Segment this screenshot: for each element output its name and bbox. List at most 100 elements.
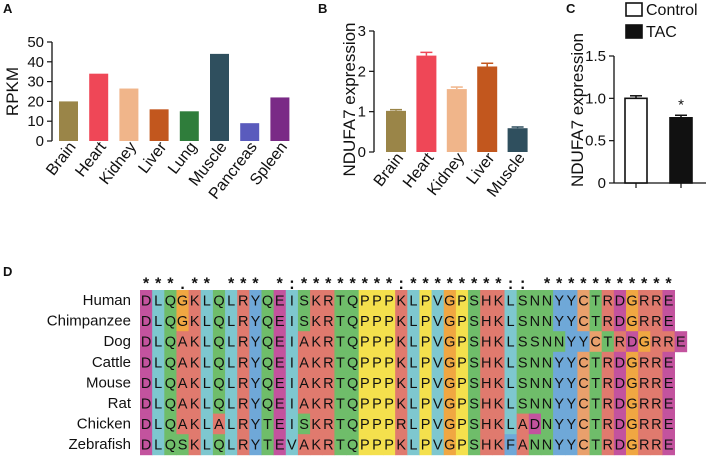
residue-cell [650,413,663,435]
residue-letter: G [626,314,637,330]
residue-cell [431,393,445,414]
residue-letter: S [518,294,528,310]
residue-cell [334,331,347,353]
conservation-symbol: * [202,276,212,294]
bar-c [669,117,693,184]
residue-letter: K [311,376,321,392]
residue-letter: G [444,397,455,413]
conservation-symbol: * [324,276,334,294]
bar-a [210,53,229,141]
residue-cell [225,351,238,373]
residue-cell [638,310,651,332]
residue-letter: R [639,397,649,413]
residue-letter: D [615,355,625,371]
residue-cell [285,434,299,456]
residue-letter: G [626,438,637,454]
residue-letter: N [530,438,540,454]
residue-cell [297,310,311,332]
residue-cell [261,413,275,435]
residue-cell [638,351,651,373]
sequence-alignment: * * *. * * * * * *: * * * * * * * *: * * * * * * * *:: * * * * * * * * * *… [47,276,688,456]
residue-letter: N [530,294,540,310]
residue-cell [383,351,396,373]
residue-cell [322,434,335,456]
residue-letter: H [481,335,491,351]
residue-cell [334,290,347,311]
residue-letter: H [481,417,491,433]
residue-letter: I [290,294,294,310]
residue-cell [152,434,165,456]
residue-cell [553,290,566,311]
residue-cell [140,310,153,332]
residue-letter: H [481,438,491,454]
residue-letter: D [615,314,625,330]
residue-letter: R [238,335,248,351]
residue-cell [358,310,372,332]
residue-cell [358,372,372,394]
residue-letter: L [154,355,162,371]
legend-label-c: TAC [646,24,677,41]
residue-letter: E [275,335,285,351]
residue-cell [504,393,518,414]
residue-cell [589,310,603,332]
residue-cell [285,413,299,435]
residue-letter: G [444,438,455,454]
residue-cell [225,413,238,435]
residue-letter: P [360,314,370,330]
residue-letter: A [299,376,309,392]
conservation-symbol: * [457,276,467,294]
residue-cell [662,310,675,332]
conservation-symbol: * [627,276,637,294]
conservation-symbol: * [226,276,236,294]
residue-cell [249,413,262,435]
residue-cell [419,290,432,311]
residue-cell [577,290,590,311]
residue-letter: P [384,335,394,351]
residue-letter: P [372,376,382,392]
residue-letter: L [203,376,211,392]
residue-cell [346,290,360,311]
residue-letter: P [384,417,394,433]
residue-letter: P [360,294,370,310]
residue-letter: K [494,314,504,330]
residue-cell [225,434,238,456]
residue-cell [626,290,639,311]
residue-letter: K [190,417,200,433]
residue-letter: R [639,355,649,371]
residue-cell [152,290,165,311]
residue-cell [577,310,590,332]
residue-letter: E [275,438,285,454]
residue-letter: D [141,294,151,310]
residue-letter: A [214,417,224,433]
residue-letter: Y [251,417,261,433]
residue-letter: Q [262,355,273,371]
residue-letter: P [457,294,467,310]
residue-cell [468,331,481,353]
residue-letter: L [154,294,162,310]
residue-cell [395,393,408,414]
residue-cell [650,310,663,332]
residue-letter: R [603,397,613,413]
residue-letter: A [299,397,309,413]
bar-a [270,97,290,141]
residue-letter: P [360,417,370,433]
residue-cell [516,372,530,394]
residue-letter: Y [251,314,261,330]
residue-cell [638,290,651,311]
residue-letter: L [203,355,211,371]
residue-cell [443,351,457,373]
residue-letter: P [421,438,431,454]
residue-cell [164,310,177,332]
residue-letter: K [396,355,406,371]
residue-cell [540,310,554,332]
residue-cell [237,434,250,456]
residue-letter: R [238,314,248,330]
residue-cell [140,290,153,311]
residue-letter: S [469,314,479,330]
bar-a [89,73,109,141]
species-label: Human [83,292,131,309]
legend-swatch-c [625,2,643,17]
residue-letter: R [603,417,613,433]
residue-letter: G [626,294,637,310]
species-label: Cattle [92,354,131,371]
